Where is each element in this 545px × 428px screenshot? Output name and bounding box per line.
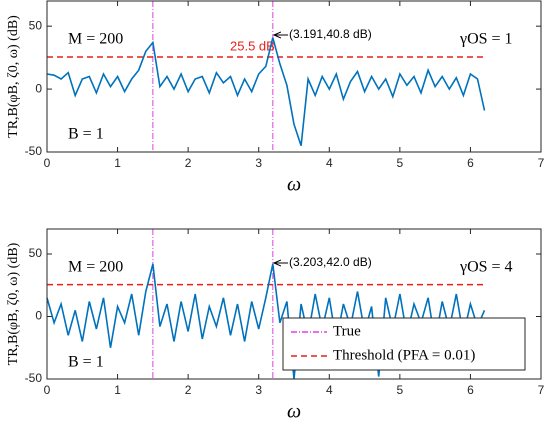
axes-box: [46, 0, 542, 153]
x-tick-label: 0: [44, 383, 51, 397]
x-tick-label: 7: [538, 156, 545, 170]
data-line: [46, 263, 486, 380]
x-tick-label: 3: [255, 156, 262, 170]
x-tick-label: 6: [467, 156, 474, 170]
legend-label: Threshold (PFA = 0.01): [333, 347, 475, 363]
annotation: (3.191,40.8 dB): [289, 27, 372, 41]
annotation: γOS = 1: [459, 31, 513, 48]
threshold-label: 25.5 dB: [230, 38, 275, 53]
legend-box: [282, 317, 526, 371]
plot-area: [47, 1, 541, 152]
x-tick-label: 3: [255, 383, 262, 397]
annotation: M = 200: [68, 31, 123, 48]
x-tick-label: 4: [326, 156, 333, 170]
x-tick-label: 5: [397, 383, 404, 397]
axes-box: [46, 228, 542, 380]
annotation: (3.203,42.0 dB): [289, 255, 372, 269]
y-tick-label: 50: [29, 18, 43, 32]
x-tick-label: 0: [44, 156, 51, 170]
x-tick-label: 2: [185, 383, 192, 397]
y-axis-label: TR,B(φB, ζ0, ω) (dB): [6, 242, 21, 365]
annotation: M = 200: [68, 259, 123, 276]
x-tick-label: 4: [326, 383, 333, 397]
x-tick-label: 1: [114, 156, 121, 170]
x-tick-label: 1: [114, 383, 121, 397]
y-tick-label: -50: [25, 371, 43, 385]
x-tick-label: 2: [185, 156, 192, 170]
annotation: B = 1: [68, 126, 104, 143]
x-axis-label: ω: [287, 401, 301, 423]
x-tick-label: 7: [538, 383, 545, 397]
legend-label: True: [333, 323, 361, 339]
y-tick-label: 0: [35, 309, 42, 323]
y-tick-label: 50: [29, 246, 43, 260]
y-tick-label: -50: [25, 144, 43, 158]
annotation: γOS = 4: [459, 259, 513, 276]
data-line: [46, 37, 486, 146]
x-axis-label: ω: [287, 174, 301, 196]
y-tick-label: 0: [35, 81, 42, 95]
x-tick-label: 6: [467, 383, 474, 397]
x-tick-label: 5: [397, 156, 404, 170]
annotation: B = 1: [68, 354, 104, 371]
y-axis-label: TR,B(φB, ζ0, ω) (dB): [6, 15, 21, 138]
